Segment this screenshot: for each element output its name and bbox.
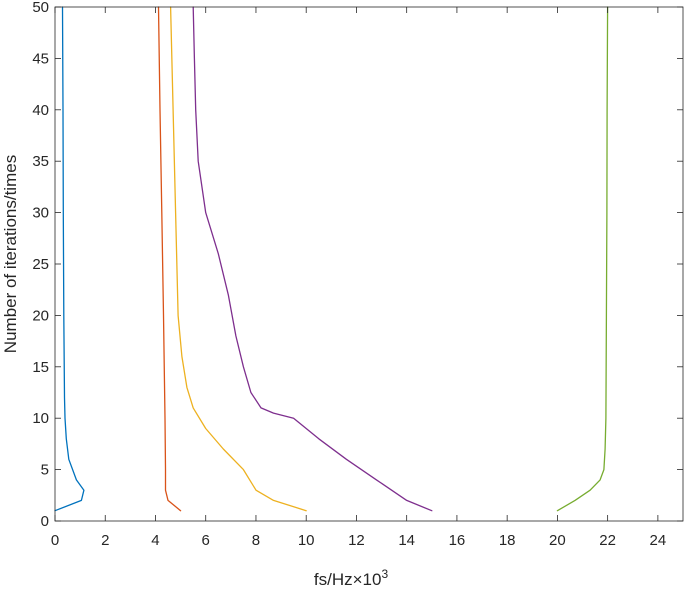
x-tick-label: 10: [298, 532, 315, 549]
x-tick-label: 24: [650, 532, 667, 549]
y-tick-label: 25: [32, 256, 49, 273]
y-tick-label: 0: [41, 513, 49, 530]
x-tick-label: 20: [549, 532, 566, 549]
x-tick-label: 12: [348, 532, 365, 549]
y-axis-label: Number of iterations/times: [1, 155, 20, 353]
y-tick-label: 50: [32, 0, 49, 16]
plot-background: [55, 7, 683, 521]
x-tick-label: 2: [101, 532, 109, 549]
x-tick-label: 22: [599, 532, 616, 549]
plot-area: [55, 7, 683, 521]
x-tick-label: 0: [51, 532, 59, 549]
series-layer: [54, 6, 609, 512]
x-tick-label: 14: [398, 532, 415, 549]
series-line-4: [192, 6, 433, 512]
x-axis-label-base: fs/Hz×10: [314, 570, 382, 589]
x-tick-label: 16: [449, 532, 466, 549]
x-tick-label: 18: [499, 532, 516, 549]
y-tick-label: 20: [32, 307, 49, 324]
y-tick-label: 10: [32, 410, 49, 427]
series-line-3: [169, 6, 307, 512]
x-axis-label-superscript: 3: [381, 567, 388, 581]
x-tick-label: 6: [202, 532, 210, 549]
y-tick-label: 35: [32, 153, 49, 170]
y-tick-label: 5: [41, 462, 49, 479]
y-tick-label: 30: [32, 205, 49, 222]
series-line-5: [556, 6, 609, 512]
series-line-2: [157, 6, 182, 512]
y-tick-label: 15: [32, 359, 49, 376]
ticks-layer: 0 2 4 6 8 10 12 14 16 18 20 22 240510152025303540455…: [32, 0, 683, 549]
x-axis-label: fs/Hz×103: [314, 567, 389, 589]
y-tick-label: 40: [32, 102, 49, 119]
y-tick-label: 45: [32, 50, 49, 67]
series-line-1: [54, 6, 85, 512]
x-tick-label: 8: [252, 532, 260, 549]
x-tick-label: 4: [151, 532, 159, 549]
